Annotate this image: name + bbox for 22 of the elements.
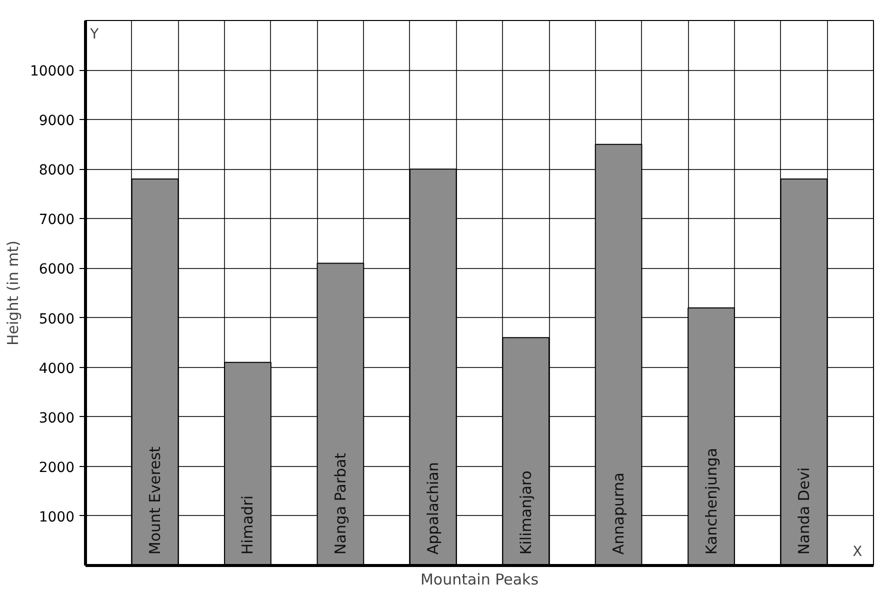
annotation: Y bbox=[89, 26, 100, 42]
y-tick-label: 8000 bbox=[38, 162, 75, 179]
x-tick-label: Annapurna bbox=[610, 472, 628, 555]
y-tick-label: 4000 bbox=[38, 360, 75, 377]
y-tick-label: 3000 bbox=[38, 410, 75, 426]
annotation: X bbox=[852, 544, 863, 560]
y-tick-label: 9000 bbox=[38, 113, 75, 130]
x-tick-label: Kilimanjaro bbox=[516, 470, 535, 555]
y-tick-label: 6000 bbox=[38, 262, 75, 278]
y-tick-label: 2000 bbox=[38, 460, 75, 476]
x-tick-label: Nanga Parbat bbox=[331, 452, 350, 555]
y-tick-label: 10000 bbox=[30, 64, 75, 80]
y-tick-label: 5000 bbox=[38, 311, 75, 328]
x-tick-label: Kanchenjunga bbox=[702, 448, 720, 555]
y-tick-label: 1000 bbox=[38, 509, 75, 526]
y-axis-title: Height (in mt) bbox=[4, 240, 22, 346]
y-tick-label: 7000 bbox=[38, 212, 75, 228]
x-axis-title: Mountain Peaks bbox=[420, 570, 539, 588]
x-tick-label: Nanda Devi bbox=[794, 467, 813, 555]
x-tick-label: Appalachian bbox=[424, 462, 442, 555]
x-tick-label: Himadri bbox=[238, 495, 257, 555]
x-tick-label: Mount Everest bbox=[146, 446, 164, 555]
